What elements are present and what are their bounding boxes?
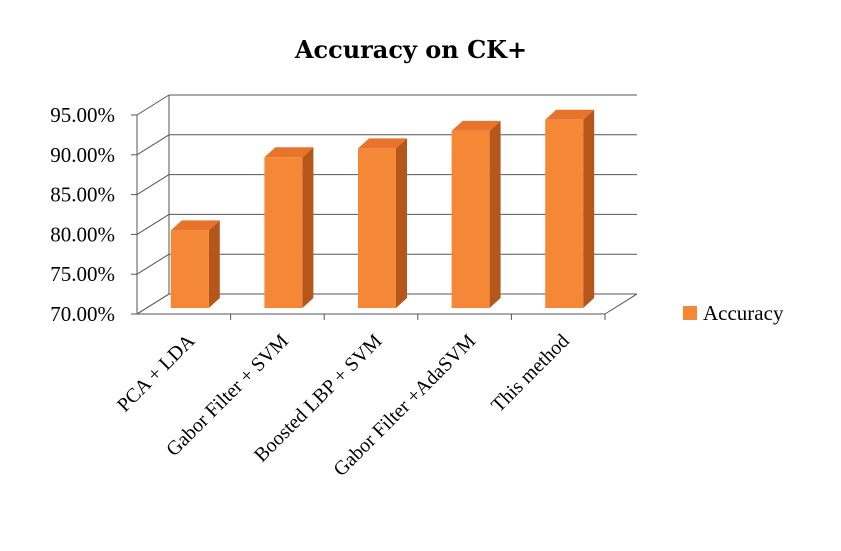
chart-title: Accuracy on CK+ <box>294 35 527 64</box>
bar-side-face <box>208 220 220 308</box>
gridline-side <box>136 253 170 275</box>
bar-front-face <box>170 230 209 308</box>
bar <box>451 120 501 308</box>
x-category-label: PCA + LDA <box>113 330 200 417</box>
bar <box>264 147 314 308</box>
y-tick-label: 70.00% <box>50 302 115 326</box>
y-tick-label: 95.00% <box>50 103 115 127</box>
bar-top-face <box>170 220 220 231</box>
bar-side-face <box>302 147 314 308</box>
legend: Accuracy <box>683 301 784 325</box>
bar <box>170 220 220 308</box>
legend-label: Accuracy <box>703 301 784 325</box>
gridline-side <box>136 94 170 116</box>
bar <box>358 138 407 308</box>
y-tick-label: 75.00% <box>50 262 115 286</box>
bar-front-face <box>451 130 490 308</box>
y-tick-label: 85.00% <box>50 183 115 207</box>
bar-side-face <box>583 109 595 308</box>
legend-swatch <box>683 306 697 320</box>
bar <box>545 109 595 308</box>
gridline-side <box>136 213 170 235</box>
bars <box>170 109 595 308</box>
plot-walls <box>136 95 638 315</box>
bar-side-face <box>396 138 407 308</box>
bar-top-face <box>451 120 501 131</box>
gridline-side <box>136 174 170 196</box>
gridline-side <box>136 134 170 156</box>
y-tick-label: 90.00% <box>50 143 115 167</box>
gridline-side <box>136 293 170 315</box>
bar-side-face <box>489 120 501 308</box>
bar-front-face <box>545 119 584 308</box>
y-tick-label: 80.00% <box>50 222 115 246</box>
bar-top-face <box>358 138 407 149</box>
y-axis-ticks: 70.00% 75.00% 80.00% 85.00% 90.00% 95.00% <box>50 103 137 326</box>
bar-top-face <box>545 109 595 120</box>
floor-right-edge <box>604 293 638 315</box>
bar-top-face <box>264 147 314 158</box>
x-category-label: This method <box>487 330 574 417</box>
bar-front-face <box>264 157 303 308</box>
bar-front-face <box>358 148 396 308</box>
